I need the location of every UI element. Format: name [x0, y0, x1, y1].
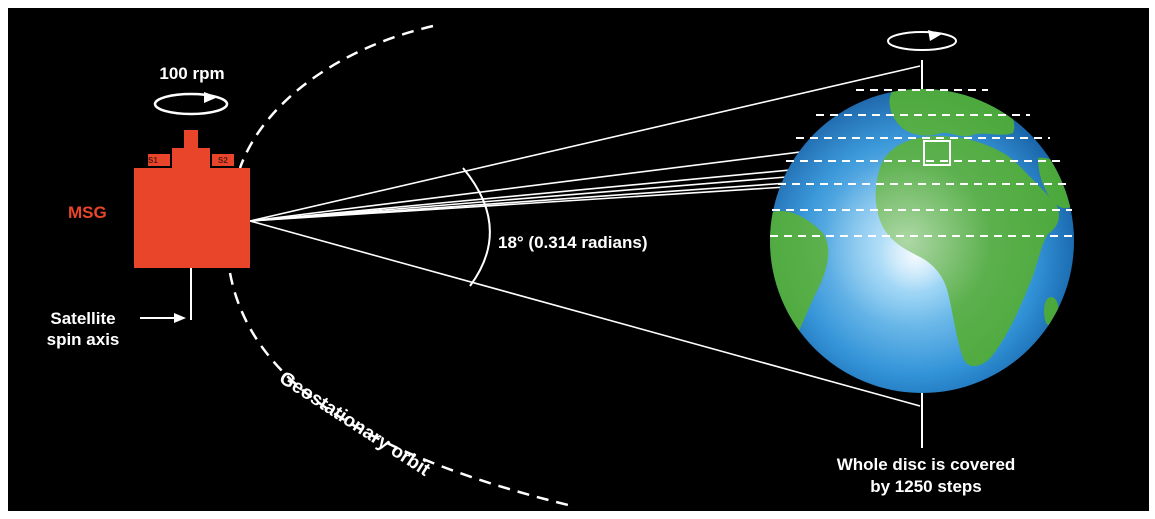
spin-axis-label-line1: Satellite [50, 309, 115, 328]
spin-axis-label-line2: spin axis [47, 330, 120, 349]
earth-scan-lines [770, 89, 1074, 237]
coverage-label-line2: by 1250 steps [870, 477, 982, 496]
angle-arc [462, 167, 491, 287]
orbit-label: Geostationary orbit [275, 368, 434, 481]
angle-label: 18° (0.314 radians) [498, 233, 648, 252]
spin-rate-label: 100 rpm [159, 64, 224, 83]
coverage-label-line1: Whole disc is covered [837, 455, 1016, 474]
spin-axis-pointer [140, 313, 186, 323]
msg-scan-diagram: 100 rpm MSG S1 S2 Satellite spin axis 18… [47, 24, 1074, 507]
diagram-frame: 100 rpm MSG S1 S2 Satellite spin axis 18… [8, 8, 1149, 511]
scan-lines [249, 65, 921, 407]
geostationary-orbit-arc [228, 24, 569, 507]
scan-box [923, 140, 951, 166]
msg-satellite [134, 130, 250, 320]
port-right-label: S2 [218, 156, 228, 165]
earth-rotation-arrow-icon [887, 30, 957, 51]
earth-globe [770, 89, 1074, 393]
port-left-label: S1 [148, 156, 158, 165]
spin-rotation-arrow-icon [153, 92, 229, 116]
satellite-name-label: MSG [68, 203, 107, 222]
